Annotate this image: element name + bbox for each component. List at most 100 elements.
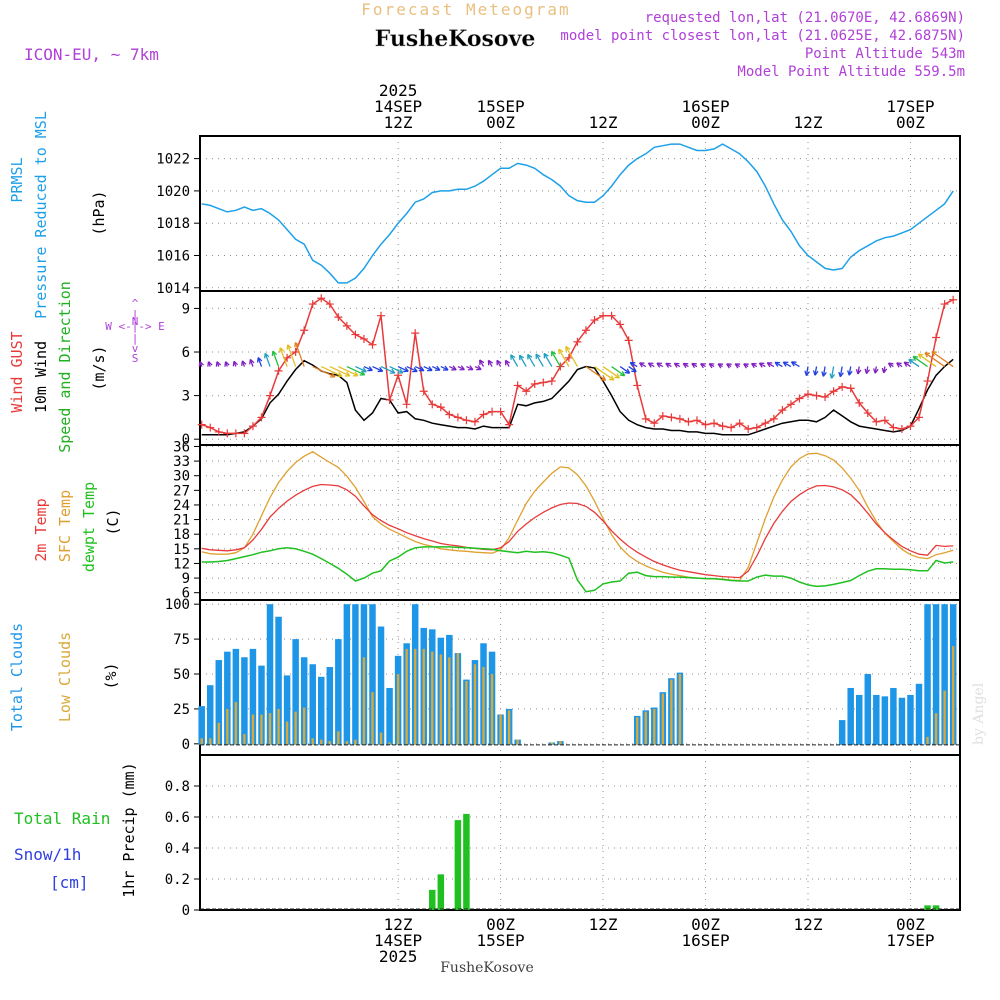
total-cloud-bar [890,687,897,745]
wind-arrow-shaft [279,347,288,367]
wind-arrow-head [263,352,270,359]
wind-arrow-shaft [628,366,637,373]
y-tick-label: 1018 [156,216,190,232]
gust-marker [795,394,804,403]
low-cloud-bar [465,680,468,745]
wind-arrow-head [896,362,902,368]
low-cloud-bar [260,714,263,745]
gust-marker [411,329,420,338]
pressure-unit: (hPa) [90,190,108,235]
wind-arrow-head [873,368,879,374]
gust-marker [701,420,710,429]
wind-arrow-shaft [550,350,561,367]
wind-arrow-shaft [543,353,553,367]
chart-title: Forecast Meteogram [361,0,570,19]
bottom-time-label: 2025 [379,947,418,966]
wind-arrow-head [336,371,343,378]
gust-marker [829,387,838,396]
gust-marker [300,326,309,335]
gust-marker [377,311,386,320]
bottom-time-label: 12Z [589,915,618,934]
wind-direction-axis-label: Speed and Direction [56,281,74,453]
bottom-time-label: 12Z [794,915,823,934]
wind-arrow-head [700,363,706,369]
gust-marker [496,407,505,416]
gust-marker [317,294,326,303]
total-cloud-bar [855,694,863,745]
wind-arrow-head [418,366,425,372]
location-name: FusheKosove [375,26,536,52]
wind-direction-arrow [691,362,698,369]
sfc-temp-axis-label: SFC Temp [56,490,74,562]
wind-direction-arrow [758,362,766,368]
gust-marker [436,403,445,412]
wind-arrow-shaft [611,366,626,377]
wind-arrow-head [804,370,810,376]
gust-marker [590,316,599,325]
gust-marker [505,420,514,429]
footer-location: FusheKosove [440,960,534,976]
bottom-time-label: 12Z [384,915,413,934]
wind-arrow-head [790,361,797,367]
wind-direction-arrow [423,365,433,372]
wind-direction-arrow [496,359,502,367]
gust-marker [368,340,377,349]
total-cloud-bar [198,706,205,745]
gust-marker [556,362,565,371]
low-cloud-bar [268,713,272,745]
low-cloud-bar [951,646,955,745]
total-cloud-bar [241,657,248,745]
wind-arrow-head [924,352,931,358]
wind-direction-arrow [550,350,561,367]
wind-arrow-head [751,362,757,369]
gust-marker [932,333,941,342]
rain-bar [932,905,940,910]
precipitation-panel: 0 0.2 0.4 0.6 0.8 [165,754,961,919]
gust-marker [428,400,437,409]
requested-coords: requested lon,lat (21.0670E, 42.6869N) [645,10,965,26]
gust-marker [786,400,795,409]
gust-marker [821,393,830,402]
wind-arrow-head [550,350,557,357]
wind-direction-arrow [864,366,871,375]
total-cloud-bar [352,604,359,745]
low-cloud-bar [371,692,374,745]
gust-marker [778,406,787,415]
top-time-label: 12Z [589,113,618,132]
total-cloud-bar [343,604,351,745]
wind-arrow-shaft [912,355,928,368]
wind-arrow-shaft [782,361,792,368]
wind-direction-arrow [535,353,544,367]
wind-arrow-shaft [423,365,433,372]
wind-direction-arrow [198,361,205,367]
total-cloud-bar [898,697,906,745]
wind-direction-arrow [708,363,715,369]
gust-marker [197,420,206,429]
pressure-long-label: Pressure Reduced to MSL [32,111,50,319]
wind-arrow-shaft [363,365,373,372]
top-time-label: 00Z [486,113,515,132]
wind-arrow-head [717,363,724,369]
gust-marker [334,313,343,322]
low-cloud-bar [396,674,400,745]
total-cloud-bar [881,696,889,745]
wind-direction-arrow [487,359,493,367]
low-cloud-bar [294,711,297,745]
wind-arrow-head [518,354,525,361]
gust-marker [846,384,855,393]
gust-marker [897,425,906,434]
snow-unit-label: [cm] [50,873,89,892]
gust-marker [359,334,368,343]
wind-arrow-head [673,362,680,368]
wind-arrow-head [782,361,789,367]
wind-arrow-shaft [527,354,536,367]
wind-arrow-head [476,365,482,371]
rain-bar [429,889,436,910]
gust-marker [488,407,497,416]
wind-direction-arrow [766,362,775,368]
low-cloud-bar [653,708,656,745]
wind-arrow-head [361,367,367,373]
wind-arrow-shaft [329,365,351,377]
gust-marker [479,410,488,419]
wind-direction-arrow [372,365,384,373]
